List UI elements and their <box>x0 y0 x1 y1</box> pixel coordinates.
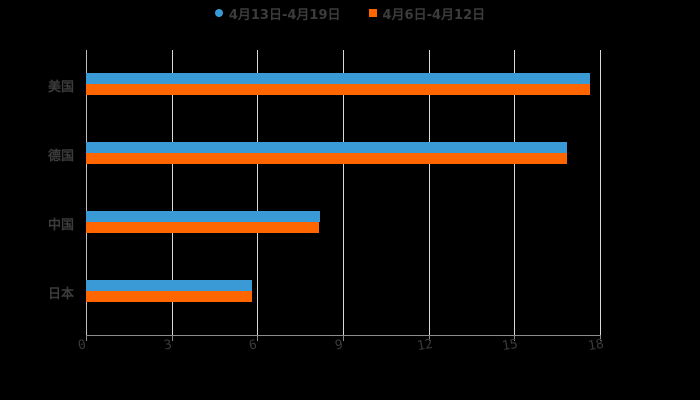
x-tick <box>171 335 173 341</box>
x-tick <box>257 335 259 341</box>
legend-item-series-1[interactable]: 4月13日-4月19日 <box>214 4 341 23</box>
gridline <box>428 50 430 335</box>
x-tick-label: 18 <box>586 336 606 355</box>
x-tick <box>514 335 516 341</box>
y-category-label: 日本 <box>48 287 75 302</box>
bar[interactable] <box>86 222 319 233</box>
gridline <box>171 50 173 335</box>
y-axis-line <box>86 50 87 335</box>
chart-legend: 4月13日-4月19日 4月6日-4月12日 <box>0 4 700 23</box>
x-tick-label: 15 <box>501 336 520 355</box>
square-marker-icon <box>368 9 377 17</box>
y-category-label: 中国 <box>48 218 75 233</box>
bar[interactable] <box>86 211 320 222</box>
gridline <box>257 50 259 335</box>
bar[interactable] <box>86 291 252 302</box>
legend-label-series-1: 4月13日-4月19日 <box>228 7 341 23</box>
legend-label-series-2: 4月6日-4月12日 <box>382 7 486 23</box>
y-category-label: 美国 <box>48 80 75 95</box>
bar[interactable] <box>86 73 590 84</box>
x-tick <box>343 335 344 341</box>
gridline <box>600 50 601 335</box>
x-tick <box>86 335 87 341</box>
y-category-label: 德国 <box>48 149 75 164</box>
bar[interactable] <box>86 153 567 164</box>
bar[interactable] <box>86 280 252 291</box>
bar[interactable] <box>86 84 590 95</box>
circle-marker-icon <box>214 9 223 17</box>
x-tick <box>600 335 601 341</box>
plot-area <box>86 50 601 341</box>
gridline <box>343 50 344 335</box>
bar[interactable] <box>86 142 567 153</box>
gridline <box>514 50 516 335</box>
x-tick <box>428 335 430 341</box>
legend-item-series-2[interactable]: 4月6日-4月12日 <box>368 4 486 23</box>
x-tick-label: 12 <box>415 336 434 355</box>
